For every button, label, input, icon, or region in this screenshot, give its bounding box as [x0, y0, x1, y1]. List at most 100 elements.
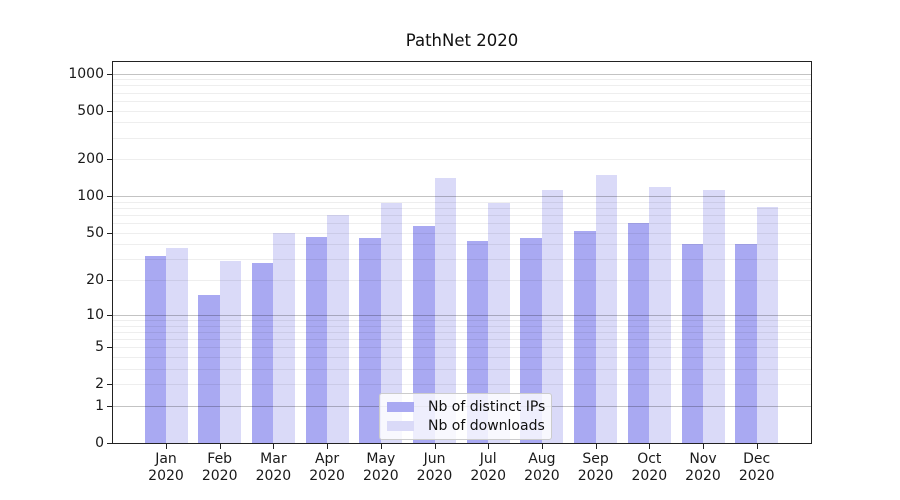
x-tick-label-jan: Jan 2020: [148, 451, 184, 484]
x-tick-label-jul: Jul 2020: [470, 451, 506, 484]
gridline-y-10: [113, 314, 811, 316]
gridline-y-700: [113, 92, 811, 94]
y-tick-0: [107, 443, 112, 444]
y-tick-label-20: 20: [86, 272, 104, 289]
y-tick-label-5: 5: [95, 339, 104, 356]
gridline-y-200: [113, 159, 811, 161]
y-tick-label-0: 0: [95, 435, 104, 451]
y-tick-5: [107, 347, 112, 349]
bar-mar-distinct-ips: [251, 262, 274, 443]
gridline-y-40: [113, 244, 811, 246]
bar-sep-distinct-ips: [574, 230, 596, 443]
x-tick-jun: [434, 444, 436, 449]
y-tick-label-200: 200: [77, 151, 104, 168]
x-tick-label-may: May 2020: [362, 451, 399, 484]
bar-may-distinct-ips: [359, 238, 381, 443]
gridline-y-30: [113, 259, 811, 261]
y-tick-200: [107, 159, 112, 161]
y-tick-2: [107, 384, 112, 386]
gridline-y-3: [113, 368, 811, 370]
x-tick-may: [380, 444, 382, 449]
gridline-y-6: [113, 338, 811, 340]
gridline-y-900: [113, 79, 811, 81]
legend-row-distinct-ips: Nb of distinct IPs: [387, 398, 548, 417]
legend-swatch-distinct-ips: [387, 402, 414, 413]
gridline-y-70: [113, 215, 811, 216]
gridline-y-800: [113, 85, 811, 87]
legend-label-distinct-ips: Nb of distinct IPs: [428, 399, 546, 416]
bar-jan-distinct-ips: [144, 256, 166, 443]
bar-aug-distinct-ips: [520, 238, 542, 443]
y-tick-500: [107, 110, 112, 112]
gridline-y-400: [113, 122, 811, 124]
x-tick-jul: [488, 444, 490, 449]
y-tick-100: [107, 196, 112, 198]
gridline-y-1000: [113, 73, 811, 75]
bar-mar-downloads: [273, 232, 295, 443]
gridline-y-4: [113, 356, 811, 358]
bar-may-downloads: [380, 202, 403, 443]
x-tick-oct: [649, 444, 651, 449]
bar-feb-downloads: [219, 261, 242, 443]
x-tick-dec: [756, 444, 758, 449]
bar-jul-downloads: [488, 202, 510, 443]
gridline-y-600: [113, 100, 811, 102]
gridline-y-100: [113, 196, 811, 198]
x-tick-label-oct: Oct 2020: [631, 451, 668, 484]
bar-dec-downloads: [756, 206, 779, 443]
y-tick-label-1: 1: [95, 397, 104, 414]
bar-dec-distinct-ips: [735, 244, 757, 443]
gridline-y-80: [113, 208, 811, 209]
gridline-y-8: [113, 325, 811, 327]
bar-nov-distinct-ips: [681, 244, 703, 443]
y-tick-label-50: 50: [86, 224, 104, 241]
bar-apr-downloads: [327, 215, 349, 443]
x-tick-label-apr: Apr 2020: [309, 451, 345, 484]
bar-jan-downloads: [166, 248, 188, 443]
y-tick-label-500: 500: [77, 102, 104, 119]
x-tick-label-mar: Mar 2020: [255, 451, 292, 484]
y-tick-20: [107, 280, 112, 282]
gridline-y-500: [113, 110, 811, 112]
x-tick-apr: [327, 444, 329, 449]
bar-apr-distinct-ips: [305, 237, 328, 443]
gridline-y-300: [113, 137, 811, 139]
chart-title: PathNet 2020: [405, 31, 519, 50]
bar-oct-downloads: [649, 186, 671, 443]
x-tick-aug: [541, 444, 543, 449]
x-tick-label-aug: Aug 2020: [524, 451, 560, 484]
legend: Nb of distinct IPs Nb of downloads: [379, 393, 553, 440]
x-tick-label-nov: Nov 2020: [685, 451, 721, 484]
legend-swatch-downloads: [387, 420, 414, 431]
x-tick-mar: [273, 444, 275, 449]
gridline-y-9: [113, 319, 811, 321]
x-tick-jan: [166, 444, 167, 449]
bar-aug-downloads: [541, 190, 564, 443]
x-tick-feb: [219, 444, 221, 449]
gridline-y-60: [113, 223, 811, 225]
legend-row-downloads: Nb of downloads: [387, 417, 548, 436]
legend-label-downloads: Nb of downloads: [428, 417, 545, 434]
x-tick-label-feb: Feb 2020: [201, 451, 238, 484]
bar-feb-distinct-ips: [198, 294, 220, 443]
bar-jun-distinct-ips: [413, 225, 435, 443]
gridline-y-50: [113, 232, 811, 234]
y-tick-1: [107, 405, 112, 407]
plot-area: Nb of distinct IPs Nb of downloads: [112, 61, 812, 444]
bar-jun-downloads: [434, 178, 456, 443]
y-tick-label-100: 100: [77, 188, 104, 205]
gridline-y-5: [113, 347, 811, 349]
y-tick-50: [107, 232, 112, 234]
bar-jul-distinct-ips: [466, 240, 489, 443]
y-tick-1000: [107, 73, 112, 75]
y-tick-label-10: 10: [86, 306, 104, 323]
gridline-y-2: [113, 384, 811, 386]
x-tick-nov: [703, 444, 704, 449]
bar-oct-distinct-ips: [627, 223, 650, 443]
x-tick-label-sep: Sep 2020: [577, 451, 614, 484]
y-tick-label-2: 2: [95, 376, 104, 393]
x-tick-sep: [595, 444, 597, 449]
y-tick-10: [107, 314, 112, 316]
gridline-y-20: [113, 280, 811, 282]
